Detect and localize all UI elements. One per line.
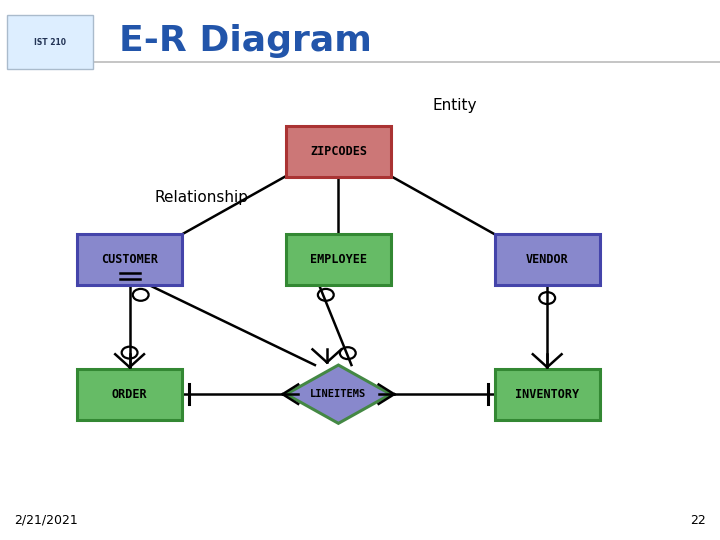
Text: 22: 22: [690, 514, 706, 526]
FancyBboxPatch shape: [495, 234, 600, 285]
FancyBboxPatch shape: [286, 126, 391, 177]
Text: INVENTORY: INVENTORY: [515, 388, 580, 401]
Text: VENDOR: VENDOR: [526, 253, 569, 266]
FancyBboxPatch shape: [286, 234, 391, 285]
Text: Entity: Entity: [432, 98, 477, 113]
Text: ZIPCODES: ZIPCODES: [310, 145, 367, 158]
Text: E-R Diagram: E-R Diagram: [119, 24, 372, 57]
Polygon shape: [287, 365, 390, 423]
Text: IST 210: IST 210: [34, 38, 66, 46]
FancyBboxPatch shape: [77, 234, 182, 285]
FancyBboxPatch shape: [7, 15, 93, 69]
FancyBboxPatch shape: [495, 369, 600, 420]
Text: CUSTOMER: CUSTOMER: [101, 253, 158, 266]
Text: EMPLOYEE: EMPLOYEE: [310, 253, 367, 266]
Text: LINEITEMS: LINEITEMS: [310, 389, 366, 399]
Text: 2/21/2021: 2/21/2021: [14, 514, 78, 526]
Text: Relationship: Relationship: [155, 190, 249, 205]
FancyBboxPatch shape: [77, 369, 182, 420]
Text: ORDER: ORDER: [112, 388, 148, 401]
